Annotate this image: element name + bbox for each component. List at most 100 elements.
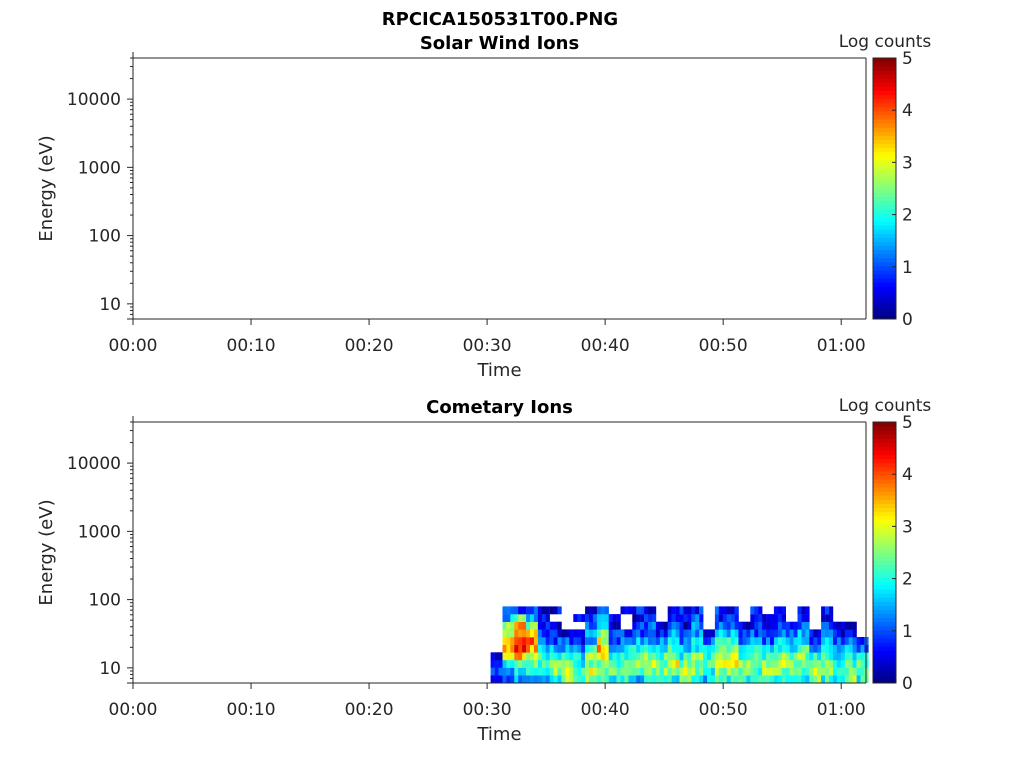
spectrogram-cell [770,621,775,630]
spectrogram-cell [762,637,767,645]
spectrogram-cell [734,621,739,630]
spectrogram-cell [596,644,602,653]
spectrogram-cell [624,644,629,653]
colorbar-segment [873,310,896,316]
spectrogram-cell [530,659,535,668]
spectrogram-cell [801,667,806,676]
spectrogram-cell [801,614,806,622]
spectrogram-cell [785,652,790,661]
spectrogram-cell [770,644,775,653]
spectrogram-cell [561,667,566,676]
spectrogram-cell [620,659,625,668]
spectrogram-cell [624,675,629,684]
spectrogram-cell [785,644,790,653]
spectrogram-cell [655,637,661,645]
spectrogram-cell [490,659,495,668]
spectrogram-cell [773,637,779,645]
spectrogram-cell [530,637,535,645]
spectrogram-cell [600,667,605,676]
spectrogram-cell [592,652,598,661]
colorbar-segment [873,511,896,517]
spectrogram-cell [632,614,637,622]
spectrogram-cell [533,629,539,638]
spectrogram-cell [577,629,582,638]
spectrogram-cell [797,652,802,661]
spectrogram-cell [608,644,613,653]
spectrogram-cell [777,652,783,661]
colorbar-segment [873,123,896,128]
spectrogram-cell [624,652,629,661]
colorbar-tick-label: 4 [902,465,913,485]
colorbar-tick-label: 3 [902,517,913,537]
spectrogram-cell [671,614,676,622]
spectrogram-cell [833,659,838,668]
spectrogram-cell [640,637,645,645]
spectrogram-cell [777,675,783,684]
colorbar-segment [873,499,896,504]
spectrogram-cell [541,621,546,630]
spectrogram-cell [608,652,613,661]
spectrogram-cell [829,659,834,668]
spectrogram-cell [498,667,503,676]
spectrogram-cell [718,667,723,676]
spectrogram-cell [577,644,582,653]
spectrogram-cell [663,675,668,684]
spectrogram-cell [530,629,535,638]
colorbar-tick-label: 3 [902,153,913,173]
colorbar-segment [873,270,896,275]
panel-title: Solar Wind Ions [420,33,579,54]
spectrogram-cell [565,652,570,661]
spectrogram-cell [573,629,578,638]
spectrogram-cell [821,667,826,676]
x-tick-label: 01:00 [817,336,866,356]
spectrogram-cell [514,675,519,684]
spectrogram-cell [683,637,688,645]
spectrogram-cell [624,659,629,668]
spectrogram-cell [565,675,570,684]
colorbar-segment [873,585,896,590]
spectrogram-cell [632,644,637,653]
spectrogram-cell [667,621,672,630]
spectrogram-cell [801,644,806,653]
spectrogram-cell [817,667,822,676]
colorbar-segment [873,298,896,304]
spectrogram-cell [707,675,712,684]
spectrogram-cell [821,675,826,684]
spectrogram-cell [762,652,767,661]
spectrogram-cell [770,667,775,676]
spectrogram-cell [506,629,511,638]
x-tick-label: 00:10 [227,336,276,356]
colorbar-frame [872,421,897,684]
spectrogram-cell [604,621,609,630]
spectrogram-cell [659,629,664,638]
spectrogram-cell [836,644,842,653]
colorbar-segment [873,143,896,149]
spectrogram-cell [636,606,641,615]
colorbar-segment [873,470,896,476]
spectrogram-cell [549,659,554,668]
spectrogram-cell [514,644,519,653]
spectrogram-cell [762,614,767,622]
spectrogram-cell [565,629,570,638]
spectrogram-cell [652,621,657,630]
spectrogram-cell [687,667,692,676]
spectrogram-cell [813,644,818,653]
spectrogram-cell [750,659,755,668]
spectrogram-cell [836,621,842,630]
spectrogram-cell [683,606,688,615]
spectrogram-cell [703,667,708,676]
spectrogram-cell [632,675,637,684]
y-tick-label: 10 [99,295,121,315]
spectrogram-cell [537,652,543,661]
colorbar-segment [873,192,896,198]
colorbar-segment [873,212,896,218]
spectrogram-cell [836,667,842,676]
spectrogram-cell [825,629,830,638]
spectrogram-cell [726,621,731,630]
spectrogram-cell [537,621,543,630]
spectrogram-cell [852,667,857,676]
colorbar-segment [873,625,896,631]
spectrogram-cell [829,629,834,638]
spectrogram-cell [836,637,842,645]
